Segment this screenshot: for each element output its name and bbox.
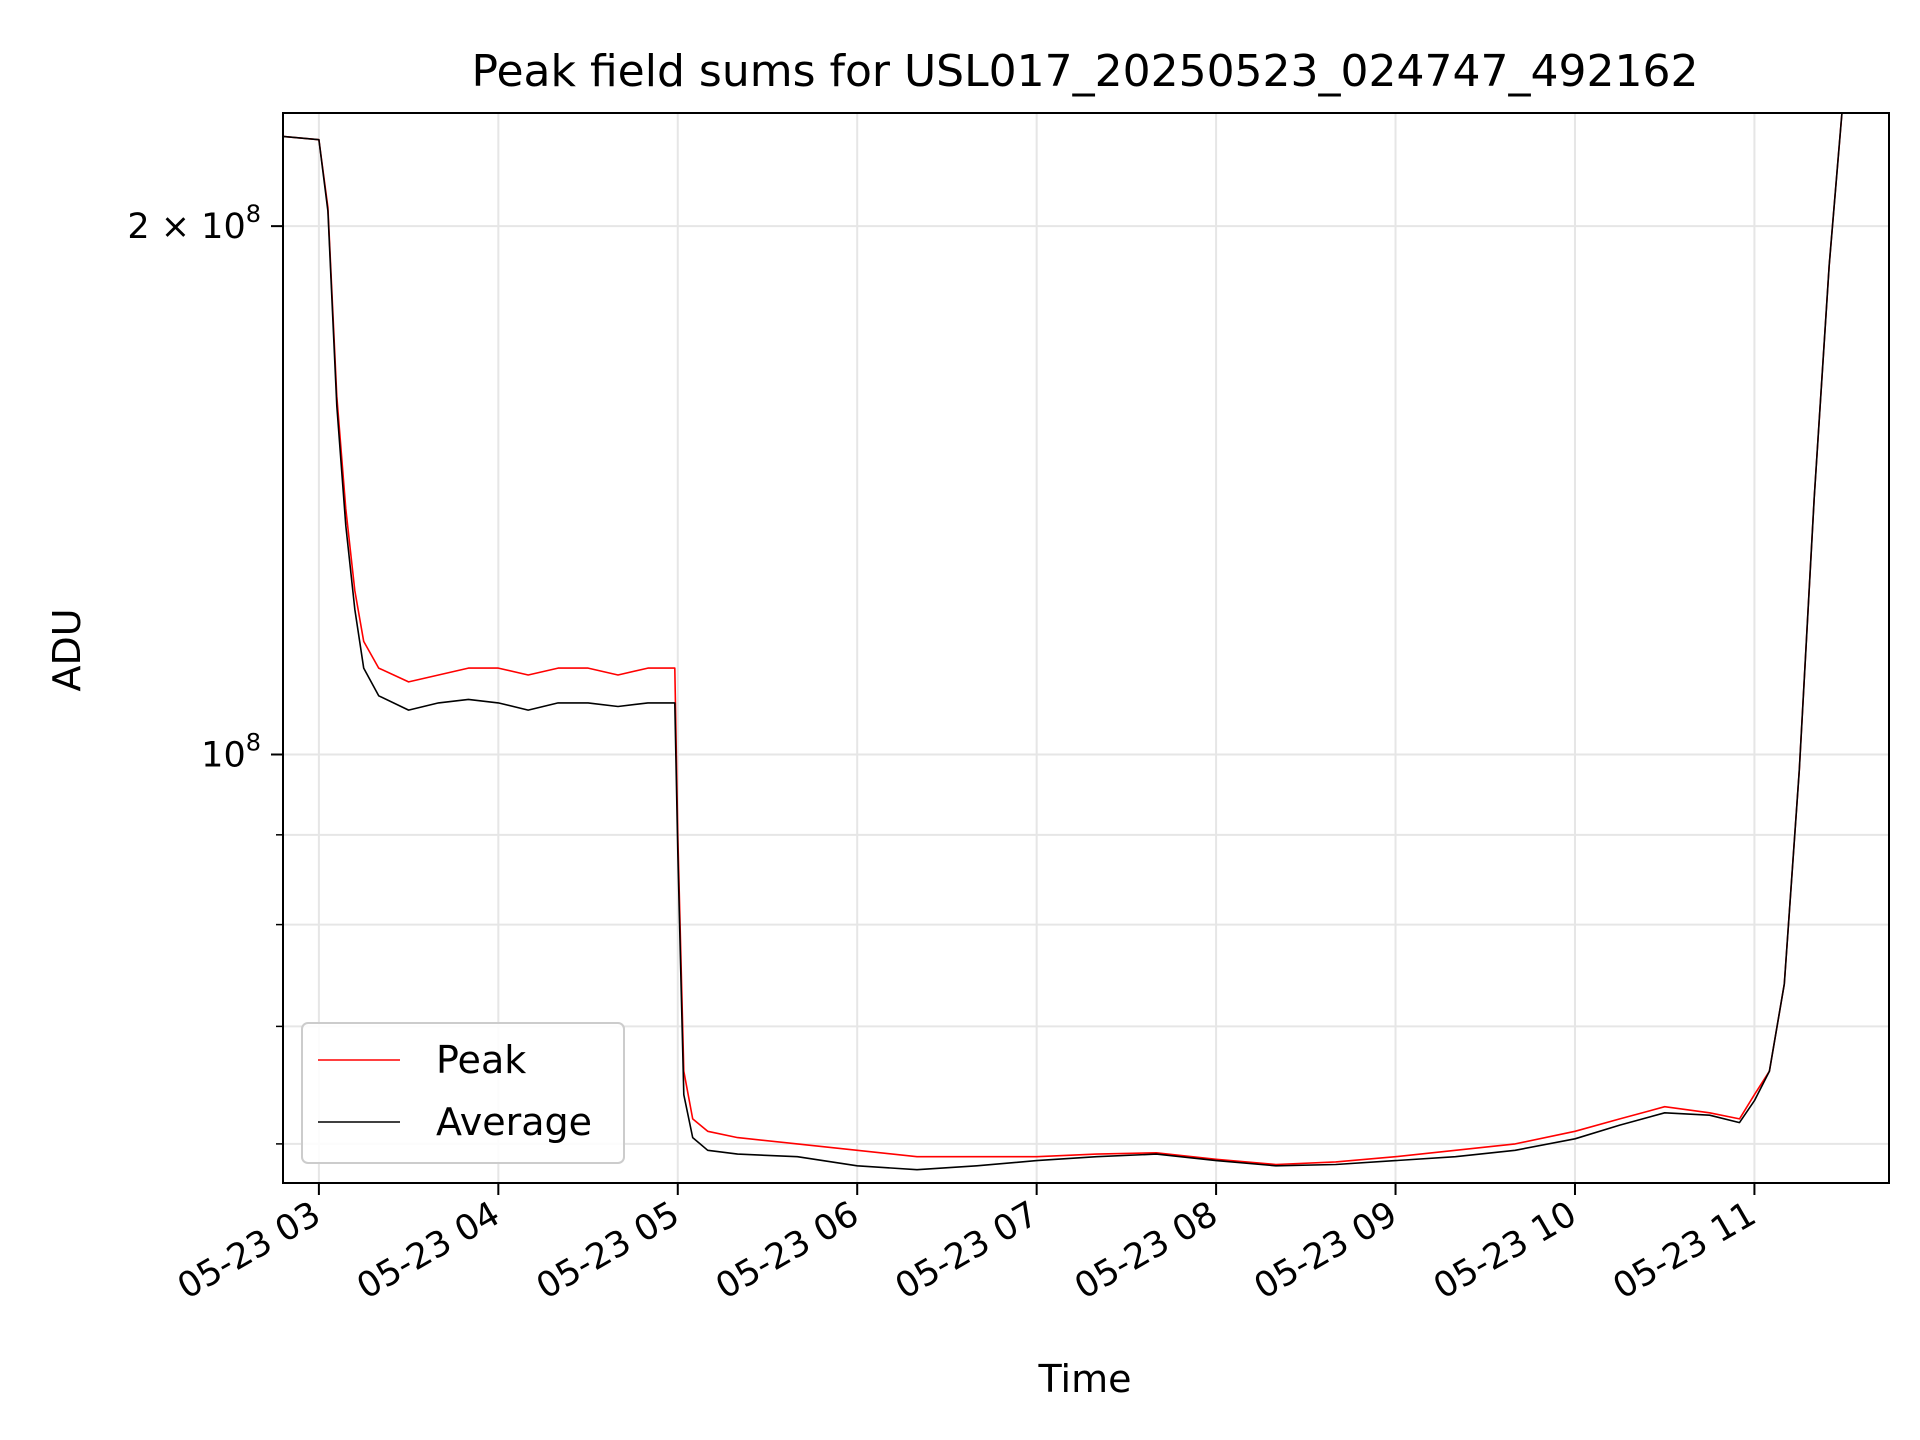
series-line-peak bbox=[283, 113, 1843, 1166]
y-tick-label: 2 × 108 bbox=[127, 200, 261, 247]
x-axis-label: Time bbox=[1038, 1357, 1132, 1401]
grid bbox=[283, 113, 1889, 1183]
legend-box bbox=[301, 1022, 625, 1164]
legend-peak-label: Peak bbox=[436, 1038, 526, 1082]
plot-frame bbox=[282, 112, 1890, 1184]
chart-title: Peak field sums for USL017_20250523_0247… bbox=[472, 46, 1699, 97]
series-line-average bbox=[283, 113, 1843, 1171]
legend-average-label: Average bbox=[436, 1100, 592, 1144]
series-lines bbox=[283, 113, 1843, 1171]
y-axis-label: ADU bbox=[45, 608, 89, 691]
legend: Peak Average bbox=[301, 1022, 625, 1164]
